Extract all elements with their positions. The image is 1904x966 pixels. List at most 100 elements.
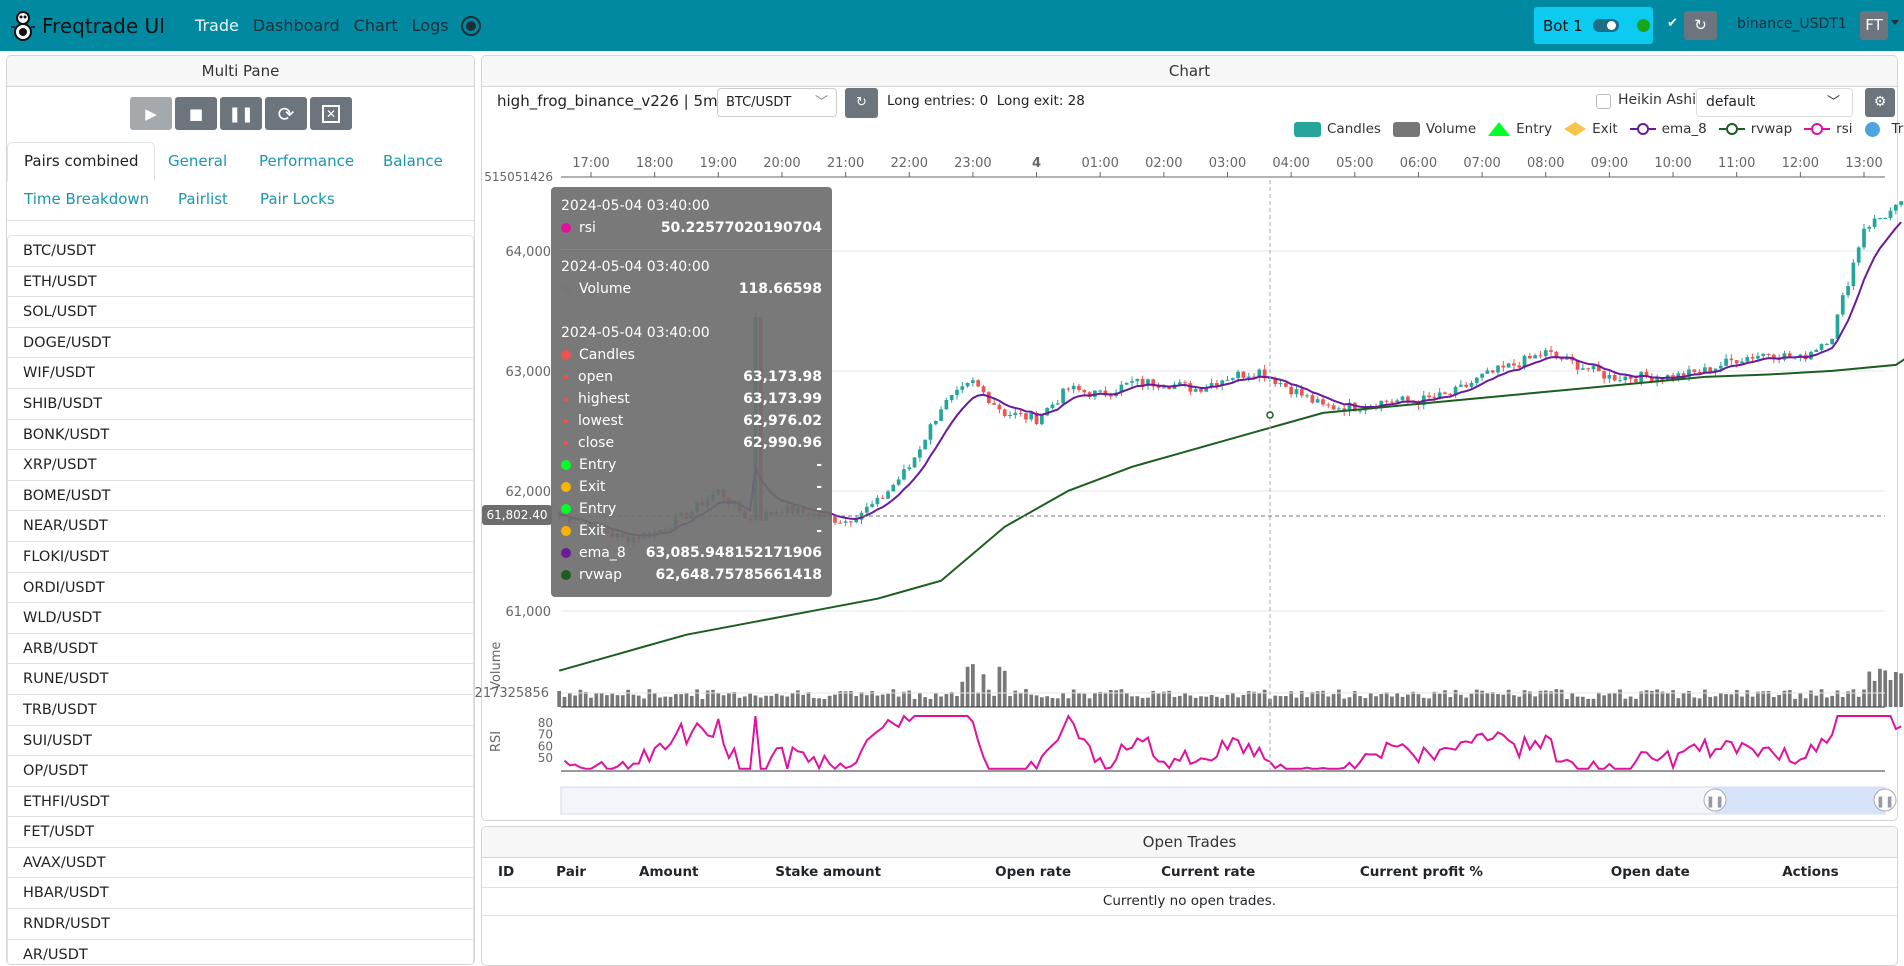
tab-pairs-combined[interactable]: Pairs combined	[7, 142, 155, 181]
legend-label: rvwap	[1751, 121, 1792, 137]
refresh-icon: ↻	[1694, 16, 1707, 34]
pair-list-item[interactable]: SHIB/USDT	[8, 389, 473, 420]
bullet-icon	[564, 419, 568, 423]
legend-item-entry[interactable]: Entry	[1488, 121, 1552, 137]
pause-button[interactable]: ❚❚	[220, 97, 262, 130]
pair-list-item[interactable]: ETHFI/USDT	[8, 787, 473, 818]
legend-item-exit[interactable]: Exit	[1564, 121, 1618, 137]
user-menu-button[interactable]: FT	[1860, 11, 1888, 40]
plot-config-select[interactable]: default﹀	[1696, 88, 1853, 117]
pair-list-item[interactable]: DOGE/USDT	[8, 328, 473, 359]
pair-list-item[interactable]: XRP/USDT	[8, 450, 473, 481]
reload-config-button[interactable]: ⟳	[265, 97, 307, 130]
tooltip-date: 2024-05-04 03:40:00	[561, 195, 822, 217]
tooltip-label: ema_8	[579, 545, 646, 561]
tooltip-value: -	[816, 501, 822, 517]
bot-selector[interactable]: Bot 1	[1534, 7, 1653, 44]
tab-pairlist[interactable]: Pairlist	[178, 190, 228, 208]
series-marker-icon	[561, 482, 571, 492]
column-header[interactable]: Amount	[623, 858, 759, 887]
column-header[interactable]: ID	[482, 858, 540, 887]
pair-list-item[interactable]: ETH/USDT	[8, 267, 473, 298]
multi-pane-title: Multi Pane	[7, 56, 474, 87]
stop-button[interactable]: ■	[175, 97, 217, 130]
pair-list-item[interactable]: WIF/USDT	[8, 358, 473, 389]
force-exit-all-button[interactable]: ✕	[310, 97, 352, 130]
legend-item-candles[interactable]: Candles	[1294, 121, 1381, 137]
series-marker-icon	[561, 548, 571, 558]
tab-divider	[7, 220, 474, 221]
pair-list-item[interactable]: ORDI/USDT	[8, 573, 473, 604]
tab-pair-locks[interactable]: Pair Locks	[260, 190, 335, 208]
column-header[interactable]: Pair	[540, 858, 623, 887]
pair-list-item[interactable]: BONK/USDT	[8, 420, 473, 451]
chart-refresh-button[interactable]: ↻	[845, 88, 878, 118]
pair-select[interactable]: BTC/USDT﹀	[717, 88, 837, 117]
tooltip-value: 50.22577020190704	[661, 220, 822, 236]
pair-list-item[interactable]: SUI/USDT	[8, 726, 473, 757]
pair-list-item[interactable]: WLD/USDT	[8, 603, 473, 634]
tooltip-label: Exit	[579, 479, 816, 495]
pair-list-item[interactable]: BTC/USDT	[8, 236, 473, 267]
tab-time-breakdown[interactable]: Time Breakdown	[24, 190, 149, 208]
legend-item-trades[interactable]: Trades	[1865, 121, 1904, 137]
bot-toggle[interactable]	[1593, 19, 1619, 32]
pair-list-item[interactable]: AVAX/USDT	[8, 848, 473, 879]
legend-item-volume[interactable]: Volume	[1393, 121, 1476, 137]
refresh-button[interactable]: ↻	[1684, 11, 1717, 40]
legend-label: Entry	[1516, 121, 1552, 137]
legend-item-ema_8[interactable]: ema_8	[1630, 121, 1707, 137]
legend-item-rvwap[interactable]: rvwap	[1719, 121, 1792, 137]
tooltip-value: -	[816, 479, 822, 495]
open-trades-title: Open Trades	[482, 827, 1897, 858]
pair-list-item[interactable]: TRB/USDT	[8, 695, 473, 726]
pair-list-item[interactable]: FLOKI/USDT	[8, 542, 473, 573]
bullet-icon	[564, 375, 568, 379]
pause-icon: ❚❚	[228, 105, 253, 123]
tooltip-label: Entry	[579, 457, 816, 473]
pair-list-item[interactable]: BOME/USDT	[8, 481, 473, 512]
column-header[interactable]: Open rate	[979, 858, 1145, 887]
volume-marker-icon	[561, 284, 571, 294]
nav-chart[interactable]: Chart	[354, 16, 398, 35]
candles-legend-icon	[1294, 122, 1321, 137]
brand[interactable]: Freqtrade UI	[10, 10, 165, 42]
nav-trade[interactable]: Trade	[195, 16, 239, 35]
column-header[interactable]: Actions	[1766, 858, 1897, 887]
tab-general[interactable]: General	[168, 152, 227, 170]
nav-logs[interactable]: Logs	[412, 16, 449, 35]
column-header[interactable]: Stake amount	[759, 858, 979, 887]
pair-list-item[interactable]: HBAR/USDT	[8, 878, 473, 909]
line-marker-icon	[1804, 122, 1830, 136]
tooltip-label: open	[578, 369, 743, 385]
heikin-ashi-checkbox[interactable]	[1596, 94, 1611, 109]
pair-list-item[interactable]: RUNE/USDT	[8, 664, 473, 695]
signal-counts: Long entries: 0 Long exit: 28	[887, 93, 1085, 109]
plot-settings-button[interactable]: ⚙	[1865, 88, 1895, 117]
theme-toggle-icon[interactable]	[463, 18, 479, 34]
bot-name: Bot 1	[1543, 17, 1583, 35]
column-header[interactable]: Current profit %	[1344, 858, 1595, 887]
pair-list-item[interactable]: RNDR/USDT	[8, 909, 473, 940]
column-header[interactable]: Current rate	[1145, 858, 1344, 887]
nav-dashboard[interactable]: Dashboard	[253, 16, 340, 35]
pair-list-item[interactable]: NEAR/USDT	[8, 511, 473, 542]
legend-item-rsi[interactable]: rsi	[1804, 121, 1852, 137]
tooltip-label: Exit	[579, 523, 816, 539]
tab-balance[interactable]: Balance	[383, 152, 443, 170]
circle-icon	[1865, 122, 1880, 137]
brand-name: Freqtrade UI	[42, 14, 165, 38]
pair-list-item[interactable]: FET/USDT	[8, 817, 473, 848]
tooltip-label: rsi	[579, 220, 661, 236]
chevron-down-icon[interactable]	[1891, 20, 1899, 25]
tab-performance[interactable]: Performance	[259, 152, 354, 170]
pair-list-item[interactable]: SOL/USDT	[8, 297, 473, 328]
start-button[interactable]: ▶	[130, 97, 172, 130]
column-header[interactable]: Open date	[1595, 858, 1766, 887]
volume-bar	[1899, 673, 1903, 707]
pair-list-item[interactable]: OP/USDT	[8, 756, 473, 787]
legend-label: Exit	[1592, 121, 1618, 137]
pair-list-item[interactable]: ARB/USDT	[8, 634, 473, 665]
pair-list-item[interactable]: AR/USDT	[8, 940, 473, 965]
